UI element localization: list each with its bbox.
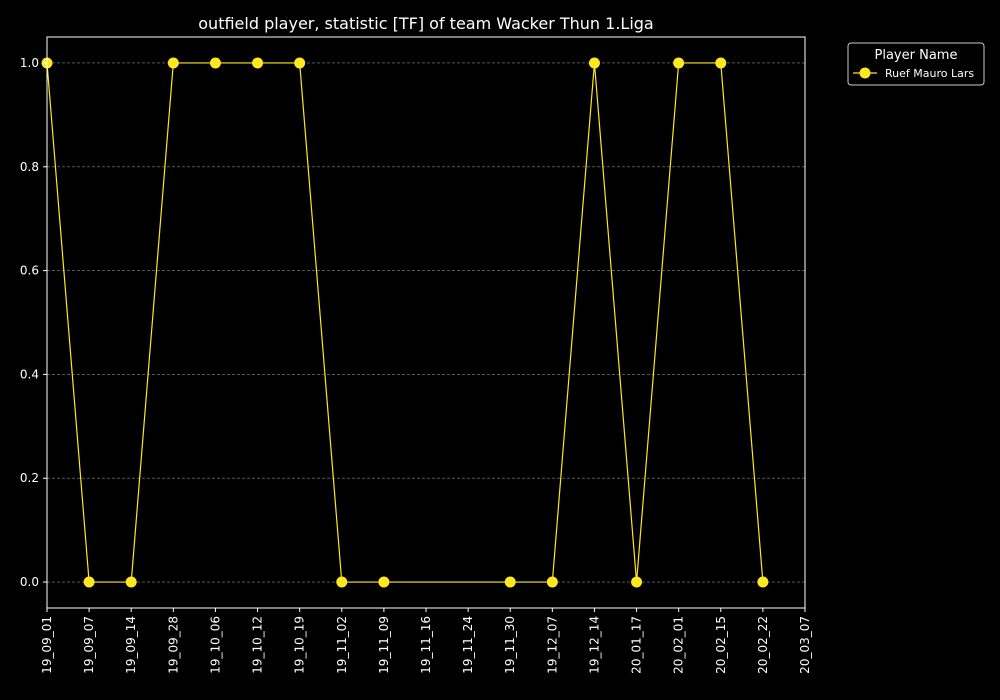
y-tick-label: 0.4: [20, 367, 39, 381]
data-point: [125, 576, 137, 588]
x-tick-label: 19_11_02: [335, 616, 349, 674]
data-point: [715, 57, 727, 69]
data-point: [546, 576, 558, 588]
data-point: [209, 57, 221, 69]
x-tick-label: 20_03_07: [798, 616, 812, 674]
series-line: [46, 62, 764, 583]
x-tick-label: 19_12_14: [587, 616, 601, 674]
y-tick-label: 0.0: [20, 575, 39, 589]
x-tick-label: 19_12_07: [545, 616, 559, 674]
legend-title: Player Name: [875, 48, 958, 63]
y-axis: 0.0 0.2 0.4 0.6 0.8 1.0: [20, 56, 47, 589]
data-point: [378, 576, 390, 588]
x-tick-label: 19_11_09: [377, 616, 391, 674]
x-tick-label: 20_02_01: [672, 616, 686, 674]
x-tick-label: 20_02_22: [756, 616, 770, 674]
data-point: [167, 57, 179, 69]
x-tick-label: 19_09_28: [166, 616, 180, 674]
chart-title: outfield player, statistic [TF] of team …: [198, 14, 653, 33]
data-point: [336, 576, 348, 588]
data-point: [252, 57, 264, 69]
legend-label: Ruef Mauro Lars: [885, 67, 974, 80]
data-point: [757, 576, 769, 588]
legend-marker-swatch: [859, 67, 871, 79]
y-tick-label: 0.8: [20, 160, 39, 174]
legend-box: [847, 42, 985, 86]
x-tick-label: 19_10_06: [208, 616, 222, 674]
x-tick-label: 19_10_12: [251, 616, 265, 674]
x-tick-label: 19_10_19: [293, 616, 307, 674]
data-point: [294, 57, 306, 69]
data-point: [631, 576, 643, 588]
data-point: [504, 576, 516, 588]
data-point: [588, 57, 600, 69]
x-tick-label: 19_09_14: [124, 616, 138, 674]
data-point: [83, 576, 95, 588]
legend: Player Name Ruef Mauro Lars: [847, 42, 985, 86]
x-tick-label: 19_11_24: [461, 616, 475, 674]
plot-area: [47, 37, 805, 608]
x-tick-label: 19_11_16: [419, 616, 433, 674]
y-tick-label: 0.6: [20, 264, 39, 278]
data-point: [673, 57, 685, 69]
x-axis: 19_09_01 19_09_07 19_09_14 19_09_28 19_10_06…: [40, 608, 812, 674]
x-tick-label: 20_02_15: [714, 616, 728, 674]
x-tick-label: 20_01_17: [630, 616, 644, 674]
x-tick-label: 19_09_01: [40, 616, 54, 674]
x-tick-label: 19_11_30: [503, 616, 517, 674]
y-tick-label: 1.0: [20, 56, 39, 70]
x-tick-label: 19_09_07: [82, 616, 96, 674]
y-tick-label: 0.2: [20, 471, 39, 485]
